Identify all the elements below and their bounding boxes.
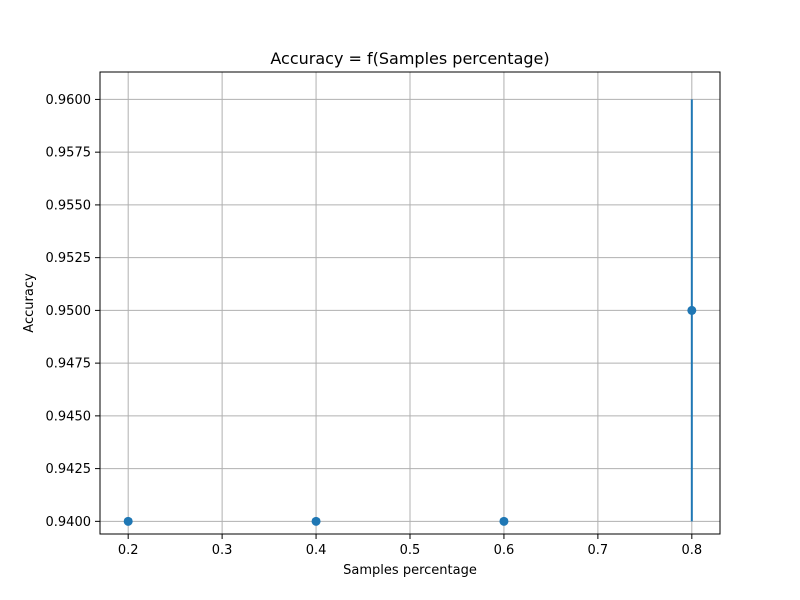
y-tick-label: 0.9475 (46, 357, 92, 372)
x-tick-label: 0.4 (306, 543, 327, 558)
x-tick-label: 0.8 (681, 543, 702, 558)
y-tick-label: 0.9550 (46, 198, 92, 213)
y-axis-ticks: 0.9400 0.9425 0.9450 0.9475 0.9500 0.9525 0.95… (46, 93, 100, 530)
y-tick-label: 0.9575 (46, 146, 92, 161)
x-tick-label: 0.6 (494, 543, 515, 558)
x-axis-label: Samples percentage (343, 563, 477, 578)
x-axis-ticks: 0.2 0.3 0.4 0.5 0.6 0.7 0.8 (118, 534, 702, 558)
y-tick-label: 0.9600 (46, 93, 92, 108)
x-tick-label: 0.7 (588, 543, 609, 558)
data-point (687, 305, 697, 315)
data-point (311, 516, 321, 526)
y-tick-label: 0.9425 (46, 462, 92, 477)
y-tick-label: 0.9525 (46, 251, 92, 266)
x-tick-label: 0.5 (400, 543, 421, 558)
data-point (499, 516, 509, 526)
y-axis-label: Accuracy (22, 273, 37, 333)
y-tick-label: 0.9450 (46, 409, 92, 424)
data-points (123, 305, 697, 526)
data-point (123, 516, 133, 526)
chart-title: Accuracy = f(Samples percentage) (270, 49, 549, 68)
x-tick-label: 0.2 (118, 543, 139, 558)
y-tick-label: 0.9500 (46, 304, 92, 319)
x-tick-label: 0.3 (212, 543, 233, 558)
y-tick-label: 0.9400 (46, 515, 92, 530)
